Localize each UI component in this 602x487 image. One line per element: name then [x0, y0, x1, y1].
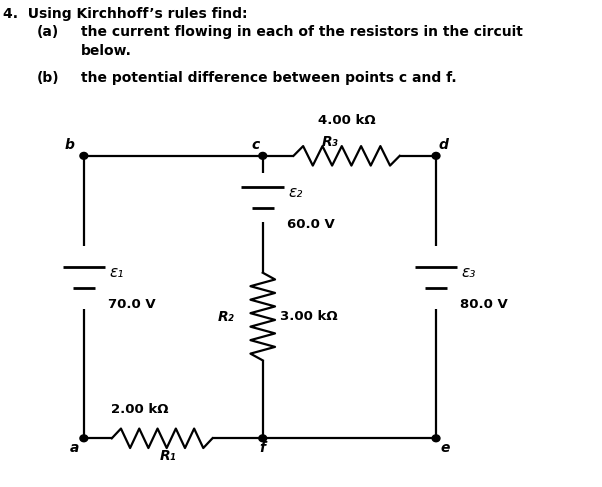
Text: the potential difference between points c and f.: the potential difference between points …: [81, 71, 457, 85]
Text: b: b: [65, 138, 75, 152]
Circle shape: [80, 435, 88, 442]
Circle shape: [259, 152, 267, 159]
Text: a: a: [70, 441, 79, 455]
Text: ε₁: ε₁: [110, 265, 124, 280]
Text: R₃: R₃: [321, 134, 338, 149]
Text: below.: below.: [81, 44, 132, 58]
Circle shape: [432, 435, 440, 442]
Circle shape: [259, 435, 267, 442]
Text: 70.0 V: 70.0 V: [108, 298, 155, 311]
Text: (b): (b): [36, 71, 59, 85]
Text: ε₂: ε₂: [288, 185, 303, 200]
Text: d: d: [439, 138, 448, 152]
Text: 2.00 kΩ: 2.00 kΩ: [111, 403, 169, 416]
Text: 80.0 V: 80.0 V: [460, 298, 508, 311]
Text: R₂: R₂: [218, 310, 235, 323]
Text: c: c: [252, 138, 260, 152]
Text: ε₃: ε₃: [462, 265, 476, 280]
Text: f: f: [259, 441, 265, 455]
Text: 60.0 V: 60.0 V: [287, 218, 335, 230]
Text: the current flowing in each of the resistors in the circuit: the current flowing in each of the resis…: [81, 25, 523, 39]
Text: R₁: R₁: [160, 449, 176, 463]
Text: e: e: [441, 441, 450, 455]
Text: 4.  Using Kirchhoff’s rules find:: 4. Using Kirchhoff’s rules find:: [3, 7, 247, 21]
Text: (a): (a): [36, 25, 58, 39]
Circle shape: [432, 152, 440, 159]
Text: 4.00 kΩ: 4.00 kΩ: [318, 113, 376, 127]
Circle shape: [80, 152, 88, 159]
Text: 3.00 kΩ: 3.00 kΩ: [279, 310, 337, 323]
